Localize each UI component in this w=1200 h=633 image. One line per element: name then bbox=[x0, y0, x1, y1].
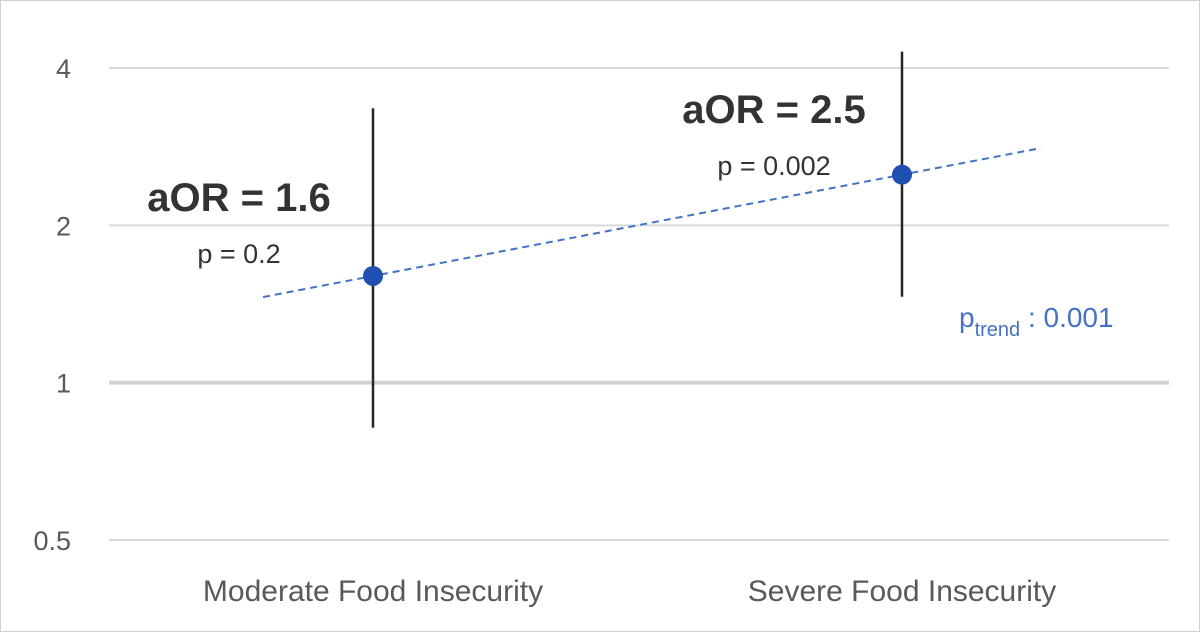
trend-p-subscript: trend bbox=[975, 319, 1021, 341]
p-value-label: p = 0.002 bbox=[717, 151, 830, 181]
y-axis-ticks: 0.5 1 2 4 bbox=[33, 54, 71, 556]
data-point bbox=[363, 265, 383, 286]
gridlines bbox=[109, 67, 1169, 541]
y-tick-label: 1 bbox=[56, 369, 71, 399]
y-tick-label: 0.5 bbox=[33, 526, 71, 556]
data-points bbox=[363, 164, 912, 286]
data-point bbox=[892, 164, 912, 185]
annotations: ptrend : 0.001 aOR = 1.6 p = 0.2 aOR = 2.5… bbox=[147, 88, 1113, 341]
aor-label: aOR = 2.5 bbox=[682, 88, 865, 132]
x-category-label: Moderate Food Insecurity bbox=[203, 575, 543, 608]
p-value-label: p = 0.2 bbox=[197, 239, 280, 269]
y-tick-label: 2 bbox=[56, 211, 71, 241]
y-tick-label: 4 bbox=[56, 54, 71, 84]
x-axis-categories: Moderate Food Insecurity Severe Food Inse… bbox=[203, 575, 1056, 608]
trend-p-prefix: p bbox=[959, 302, 975, 333]
trend-p-annotation: ptrend : 0.001 bbox=[959, 302, 1114, 341]
aor-label: aOR = 1.6 bbox=[147, 176, 330, 220]
trend-p-value: : 0.001 bbox=[1020, 302, 1113, 333]
x-category-label: Severe Food Insecurity bbox=[748, 575, 1056, 608]
